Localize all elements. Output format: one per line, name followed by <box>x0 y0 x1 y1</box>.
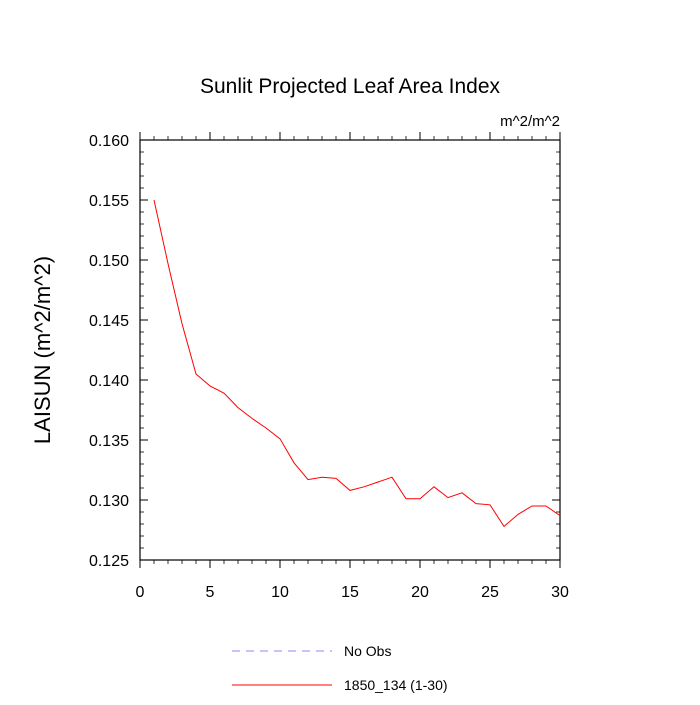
units-label: m^2/m^2 <box>500 113 560 130</box>
x-tick-label: 5 <box>206 584 215 601</box>
y-tick-label: 0.155 <box>89 193 129 210</box>
axis-ticks: 0.125 0.130 0.135 0.140 0.145 0.150 0.155 0.160… <box>89 132 569 601</box>
y-axis-label: LAISUN (m^2/m^2) <box>30 256 55 444</box>
y-tick-label: 0.135 <box>89 433 129 450</box>
x-tick-label: 15 <box>341 584 359 601</box>
legend: No Obs 1850_134 (1-30) <box>232 643 448 693</box>
y-tick-label: 0.140 <box>89 373 129 390</box>
legend-label-1: 1850_134 (1-30) <box>344 677 448 693</box>
y-tick-label: 0.130 <box>89 493 129 510</box>
plot-frame <box>139 139 561 561</box>
series-line-1 <box>153 199 561 528</box>
y-tick-label: 0.125 <box>89 553 129 570</box>
x-tick-label: 20 <box>411 584 429 601</box>
series-layer <box>153 199 561 528</box>
x-tick-label: 30 <box>551 584 569 601</box>
legend-label-0: No Obs <box>344 643 391 659</box>
x-tick-label: 10 <box>271 584 289 601</box>
y-tick-label: 0.145 <box>89 313 129 330</box>
x-tick-label: 25 <box>481 584 499 601</box>
y-tick-label: 0.160 <box>89 133 129 150</box>
y-tick-label: 0.150 <box>89 253 129 270</box>
x-tick-label: 0 <box>136 584 145 601</box>
chart-title: Sunlit Projected Leaf Area Index <box>200 75 501 98</box>
